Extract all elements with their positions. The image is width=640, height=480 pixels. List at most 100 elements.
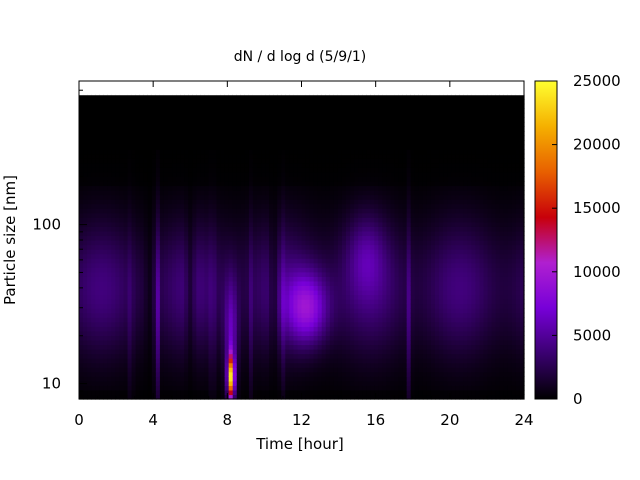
heatmap-cell — [358, 280, 363, 287]
heatmap-cell — [236, 262, 242, 268]
heatmap-cell — [281, 167, 286, 173]
heatmap-cell — [289, 226, 295, 232]
heatmap-cell — [131, 103, 137, 109]
heatmap-cell — [297, 167, 303, 173]
heatmap-cell — [354, 180, 359, 187]
heatmap-cell — [337, 335, 343, 341]
heatmap-cell — [196, 158, 201, 164]
heatmap-cell — [107, 94, 112, 100]
heatmap-cell — [232, 240, 238, 246]
heatmap-cell — [139, 244, 145, 250]
heatmap-cell — [244, 117, 250, 123]
heatmap-cell — [168, 294, 173, 300]
heatmap-cell — [317, 235, 323, 241]
heatmap-cell — [147, 258, 153, 264]
heatmap-cell — [131, 185, 137, 191]
heatmap-cell — [337, 299, 343, 305]
heatmap-cell — [281, 112, 286, 118]
heatmap-cell — [168, 180, 173, 187]
heatmap-cell — [346, 112, 351, 118]
heatmap-cell — [358, 203, 363, 209]
heatmap-cell — [240, 385, 246, 391]
heatmap-cell — [321, 235, 327, 241]
heatmap-cell — [135, 190, 141, 196]
heatmap-cell — [277, 339, 282, 346]
heatmap-cell — [346, 108, 351, 114]
heatmap-cell — [135, 130, 141, 137]
heatmap-cell — [159, 149, 165, 155]
heatmap-cell — [111, 276, 117, 282]
heatmap-cell — [358, 185, 363, 191]
heatmap-cell — [95, 349, 100, 355]
heatmap-cell — [346, 94, 351, 100]
heatmap-cell — [155, 149, 161, 155]
heatmap-cell — [155, 339, 161, 346]
heatmap-cell — [224, 158, 230, 164]
heatmap-cell — [265, 153, 270, 159]
heatmap-cell — [200, 180, 206, 187]
heatmap-cell — [83, 158, 88, 164]
heatmap-cell — [337, 389, 343, 396]
heatmap-cell — [329, 81, 335, 87]
heatmap-cell — [180, 244, 185, 250]
heatmap-cell — [87, 344, 92, 350]
heatmap-cell — [333, 262, 339, 268]
heatmap-cell — [293, 339, 299, 346]
heatmap-cell — [168, 121, 173, 128]
heatmap-cell — [115, 135, 121, 141]
heatmap-cell — [220, 294, 226, 300]
heatmap-cell — [305, 221, 311, 227]
heatmap-cell — [301, 289, 307, 296]
heatmap-cell — [257, 180, 262, 187]
heatmap-cell — [358, 180, 363, 187]
heatmap-cell — [155, 294, 161, 300]
heatmap-cell — [208, 258, 214, 264]
heatmap-cell — [337, 285, 343, 291]
heatmap-cell — [196, 321, 201, 327]
heatmap-cell — [236, 99, 242, 105]
heatmap-cell — [95, 253, 100, 259]
heatmap-cell — [188, 94, 193, 100]
heatmap-cell — [350, 321, 355, 327]
heatmap-cell — [200, 112, 206, 118]
heatmap-cell — [159, 326, 165, 332]
heatmap-cell — [127, 130, 133, 137]
heatmap-cell — [354, 339, 359, 346]
heatmap-cell — [244, 389, 250, 396]
heatmap-cell — [172, 389, 177, 396]
heatmap-cell — [91, 344, 96, 350]
heatmap-cell — [143, 258, 149, 264]
heatmap-cell — [248, 81, 254, 87]
heatmap-cell — [87, 289, 92, 296]
heatmap-cell — [305, 380, 311, 386]
heatmap-cell — [143, 358, 149, 364]
heatmap-cell — [354, 130, 359, 137]
heatmap-cell — [228, 235, 234, 241]
heatmap-cell — [248, 380, 254, 386]
heatmap-cell — [301, 349, 307, 355]
heatmap-cell — [325, 285, 331, 291]
heatmap-cell — [95, 362, 100, 368]
heatmap-cell — [244, 194, 250, 200]
heatmap-cell — [252, 81, 258, 87]
heatmap-cell — [208, 90, 214, 96]
heatmap-cell — [151, 326, 157, 332]
heatmap-cell — [244, 258, 250, 264]
heatmap-cell — [107, 380, 112, 386]
heatmap-cell — [99, 126, 104, 132]
heatmap-cell — [87, 176, 92, 182]
heatmap-cell — [184, 317, 189, 323]
heatmap-cell — [115, 171, 121, 177]
heatmap-cell — [354, 144, 359, 150]
heatmap-cell — [232, 130, 238, 137]
heatmap-cell — [83, 253, 88, 259]
heatmap-cell — [346, 262, 351, 268]
heatmap-cell — [337, 190, 343, 196]
heatmap-cell — [220, 149, 226, 155]
heatmap-cell — [325, 358, 331, 364]
heatmap-cell — [204, 81, 210, 87]
heatmap-cell — [317, 130, 323, 137]
heatmap-cell — [362, 140, 367, 146]
heatmap-cell — [95, 117, 100, 123]
heatmap-cell — [232, 176, 238, 182]
